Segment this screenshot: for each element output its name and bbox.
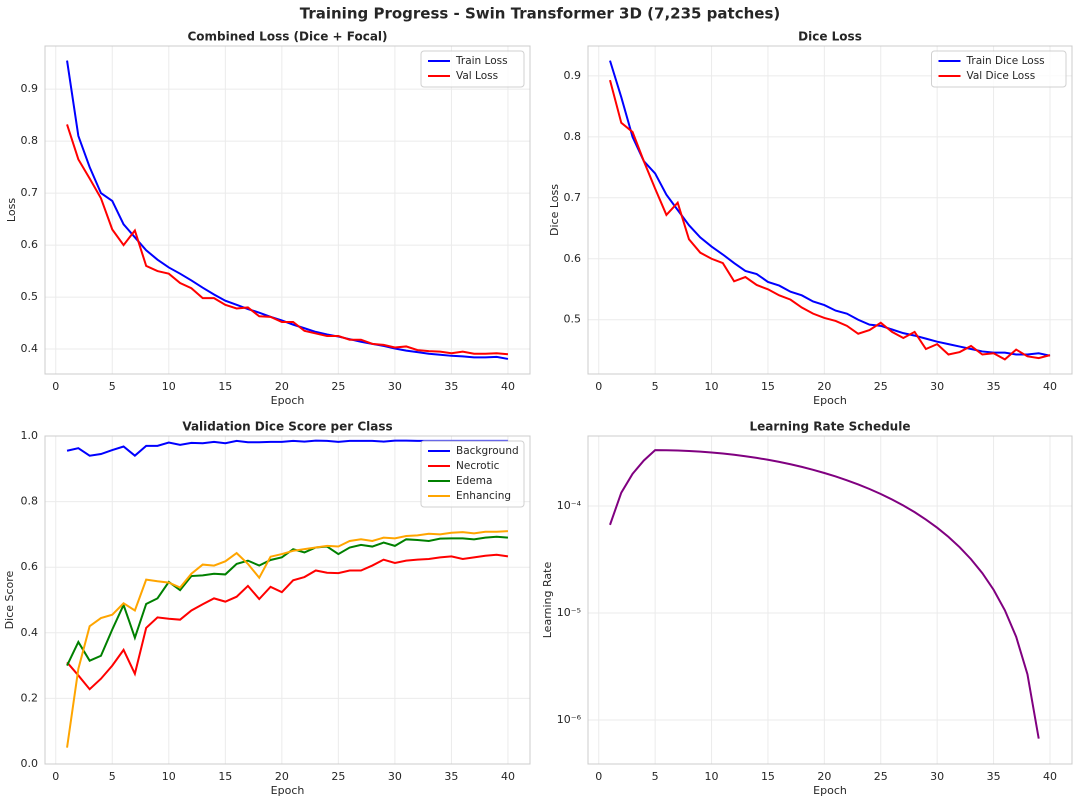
x-axis-label: Epoch: [271, 394, 305, 407]
y-tick-label: 0.9: [564, 69, 582, 82]
y-tick-label: 0.5: [564, 313, 582, 326]
y-tick-label: 10⁻⁴: [557, 499, 582, 512]
y-tick-label: 0.7: [21, 186, 39, 199]
x-axis-label: Epoch: [271, 784, 305, 797]
legend-label: Enhancing: [456, 490, 511, 502]
x-tick-label: 35: [987, 380, 1001, 393]
x-tick-label: 20: [817, 770, 831, 783]
series-line: [609, 79, 1051, 361]
x-tick-label: 15: [218, 770, 232, 783]
subplot-title: Dice Loss: [798, 30, 862, 44]
legend-label: Val Dice Loss: [967, 70, 1036, 82]
x-tick-label: 25: [331, 380, 345, 393]
y-tick-label: 0.4: [21, 626, 39, 639]
x-tick-label: 5: [652, 380, 659, 393]
y-tick-label: 10⁻⁵: [557, 606, 581, 619]
x-tick-label: 0: [52, 380, 59, 393]
x-tick-label: 10: [162, 380, 176, 393]
x-tick-label: 10: [705, 770, 719, 783]
y-tick-label: 0.6: [21, 560, 39, 573]
legend-label: Edema: [456, 475, 492, 487]
plot-frame: [44, 435, 531, 765]
x-tick-label: 30: [930, 380, 944, 393]
y-tick-label: 0.0: [21, 757, 39, 770]
x-tick-label: 20: [817, 380, 831, 393]
y-tick-label: 0.8: [21, 134, 39, 147]
x-axis-label: Epoch: [813, 784, 847, 797]
series-line: [609, 449, 1040, 739]
x-tick-label: 40: [501, 770, 515, 783]
x-axis-label: Epoch: [813, 394, 847, 407]
x-tick-label: 30: [388, 380, 402, 393]
x-tick-label: 5: [109, 380, 116, 393]
y-tick-label: 0.9: [21, 82, 39, 95]
series-line: [66, 530, 509, 748]
x-tick-label: 35: [444, 380, 458, 393]
y-tick-label: 0.4: [21, 342, 39, 355]
x-tick-label: 25: [874, 380, 888, 393]
x-tick-label: 0: [595, 380, 602, 393]
legend-label: Val Loss: [456, 70, 498, 82]
subplot-title: Combined Loss (Dice + Focal): [187, 30, 387, 44]
y-tick-label: 0.6: [21, 238, 39, 251]
legend-label: Train Dice Loss: [966, 55, 1045, 67]
x-tick-label: 20: [275, 770, 289, 783]
y-tick-label: 0.8: [564, 130, 582, 143]
x-tick-label: 30: [930, 770, 944, 783]
series-line: [66, 553, 509, 691]
y-tick-label: 0.8: [21, 495, 39, 508]
x-tick-label: 15: [761, 770, 775, 783]
x-tick-label: 15: [761, 380, 775, 393]
y-axis-label: Dice Loss: [548, 184, 561, 236]
x-tick-label: 20: [275, 380, 289, 393]
x-tick-label: 40: [1043, 770, 1057, 783]
x-tick-label: 35: [444, 770, 458, 783]
x-tick-label: 5: [652, 770, 659, 783]
legend-label: Necrotic: [456, 460, 500, 472]
y-tick-label: 0.2: [21, 691, 39, 704]
subplot-title: Validation Dice Score per Class: [182, 420, 392, 434]
plot-area: [588, 436, 1072, 764]
y-axis-label: Dice Score: [3, 570, 16, 629]
y-axis-label: Loss: [5, 198, 18, 222]
plot-frame: [44, 45, 531, 375]
x-tick-label: 40: [1043, 380, 1057, 393]
plot-area: [45, 46, 530, 374]
x-tick-label: 30: [388, 770, 402, 783]
legend-box: [931, 50, 1067, 88]
x-tick-label: 25: [874, 770, 888, 783]
y-axis-label: Learning Rate: [541, 562, 554, 639]
y-tick-label: 10⁻⁶: [557, 713, 582, 726]
y-tick-label: 0.6: [564, 252, 582, 265]
x-tick-label: 5: [109, 770, 116, 783]
legend-label: Background: [456, 445, 519, 457]
series-line: [66, 124, 509, 356]
x-tick-label: 15: [218, 380, 232, 393]
plot-area: [588, 46, 1072, 374]
plot-frame: [587, 45, 1073, 375]
legend-box: [420, 440, 525, 508]
x-tick-label: 10: [705, 380, 719, 393]
plot-frame: [587, 435, 1073, 765]
x-tick-label: 0: [52, 770, 59, 783]
x-tick-label: 40: [501, 380, 515, 393]
figure-title: Training Progress - Swin Transformer 3D …: [300, 5, 781, 23]
y-tick-label: 0.7: [564, 191, 582, 204]
subplot-title: Learning Rate Schedule: [750, 420, 911, 434]
x-tick-label: 10: [162, 770, 176, 783]
y-tick-label: 0.5: [21, 290, 39, 303]
x-tick-label: 25: [331, 770, 345, 783]
legend-label: Train Loss: [455, 55, 508, 67]
x-tick-label: 0: [595, 770, 602, 783]
x-tick-label: 35: [987, 770, 1001, 783]
y-tick-label: 1.0: [21, 429, 39, 442]
